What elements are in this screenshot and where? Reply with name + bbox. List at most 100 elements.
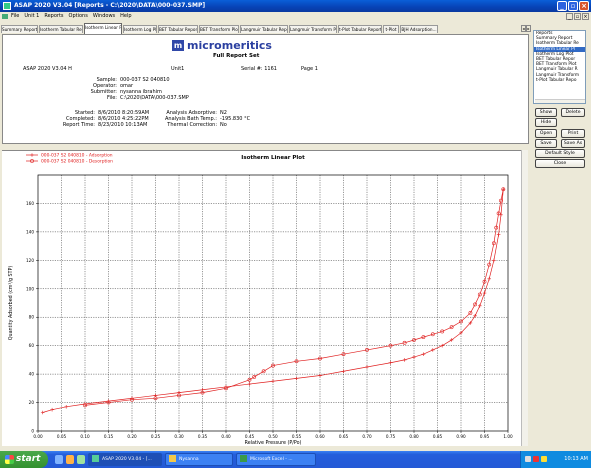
- y-tick-label: 20: [29, 400, 35, 405]
- report-list-item[interactable]: Isotherm Linear Pl: [534, 46, 585, 52]
- menu-item[interactable]: Unit 1: [24, 13, 40, 19]
- task-label-asap: ASAP 2020 V3.04 - [...: [102, 457, 152, 462]
- adsorption-point: [468, 321, 473, 325]
- menu-item[interactable]: Options: [68, 13, 88, 19]
- tab-scroll-left-icon[interactable]: ◂: [521, 25, 526, 32]
- start-button[interactable]: start: [0, 451, 48, 468]
- adsorption-point: [421, 352, 426, 356]
- desktop-icon[interactable]: [55, 455, 63, 464]
- tab[interactable]: Langmuir Tabular Report: [240, 25, 288, 33]
- app-icon[interactable]: [3, 2, 11, 10]
- open-button[interactable]: Open: [535, 129, 557, 138]
- serial-number: Serial #: 1161: [241, 66, 277, 72]
- network-icon[interactable]: [525, 456, 531, 462]
- title-bar[interactable]: ASAP 2020 V3.04 [Reports - C:\2020\DATA\…: [0, 0, 591, 12]
- tab[interactable]: Summary Report: [1, 25, 38, 33]
- delete-button[interactable]: Delete: [561, 108, 585, 117]
- taskbar: start ASAP 2020 V3.04 - [... Nysanna Mic…: [0, 451, 591, 468]
- task-asap[interactable]: ASAP 2020 V3.04 - [...: [88, 453, 162, 466]
- report-list-item[interactable]: Langmuir Tabular R: [536, 67, 578, 73]
- desorption-point: [477, 292, 482, 297]
- report-list-item[interactable]: Summary Report: [536, 36, 573, 42]
- adsorption-point: [294, 376, 299, 381]
- operator-label: Operator:: [93, 83, 117, 89]
- desorption-point: [496, 211, 501, 216]
- y-tick-label: 120: [26, 258, 34, 263]
- y-tick-label: 80: [29, 315, 35, 320]
- save-as-button[interactable]: Save As: [561, 139, 585, 148]
- adsorption-point: [388, 360, 393, 365]
- browser-icon[interactable]: [66, 455, 74, 464]
- child-minimize-button[interactable]: _: [566, 13, 573, 20]
- child-close-button[interactable]: ×: [582, 13, 589, 20]
- default-style-button[interactable]: Default Style: [535, 149, 585, 158]
- desorption-point: [473, 302, 478, 307]
- report-list-item[interactable]: BET Transform Plot: [536, 62, 577, 68]
- adsorption-point: [459, 331, 463, 335]
- show-button[interactable]: Show: [535, 108, 557, 117]
- x-tick-label: 0.50: [268, 434, 278, 439]
- close-window-button[interactable]: ×: [579, 1, 589, 11]
- sample-value: 000-037 S2 040810: [120, 77, 170, 83]
- hide-button[interactable]: Hide: [535, 118, 557, 127]
- report-list-scrollbar[interactable]: [535, 99, 585, 103]
- desorption-point: [487, 262, 492, 267]
- x-tick-label: 0.35: [198, 434, 208, 439]
- tab[interactable]: Isotherm Tabular Report: [39, 25, 83, 33]
- menu-item[interactable]: Windows: [92, 13, 116, 19]
- tab[interactable]: t-Plot Tabular Report: [338, 25, 382, 33]
- y-tick-label: 140: [26, 229, 34, 234]
- report-list-item[interactable]: Langmuir Transform: [536, 72, 580, 78]
- task-folder[interactable]: Nysanna: [165, 453, 233, 466]
- adsorption-point: [64, 405, 68, 409]
- desorption-point: [247, 377, 252, 382]
- desorption-point: [252, 375, 257, 379]
- tab[interactable]: t-Plot: [383, 25, 399, 33]
- started-value: 8/6/2010 8:20:59AM: [98, 110, 150, 116]
- adsorption-point: [478, 304, 482, 308]
- menu-item[interactable]: Reports: [44, 13, 64, 19]
- child-restore-button[interactable]: ▫: [574, 13, 581, 20]
- tab-scroll-right-icon[interactable]: ▸: [526, 25, 531, 32]
- close-report-button[interactable]: Close: [535, 159, 585, 168]
- isotherm-linear-chart: Isotherm Linear Plot 0.00 0.05 0.10 0.15 0.20…: [8, 153, 513, 447]
- vertical-scrollbar[interactable]: [521, 150, 528, 446]
- menu-bar: File Unit 1 Reports Options Windows Help _ ▫ …: [0, 12, 591, 21]
- tab[interactable]: BET Transform Plot: [199, 25, 239, 33]
- folder-icon: [169, 455, 176, 462]
- print-button[interactable]: Print: [561, 129, 585, 138]
- tab[interactable]: Langmuir Transform Plot: [289, 25, 337, 33]
- report-list-item[interactable]: Isotherm Log Plot: [536, 51, 574, 57]
- tab[interactable]: BJH Adsorption...: [400, 25, 438, 33]
- child-window-controls: _ ▫ ×: [566, 13, 589, 20]
- adsorption-point: [40, 410, 45, 415]
- save-button[interactable]: Save: [535, 139, 557, 148]
- document-icon[interactable]: [2, 14, 8, 19]
- x-tick-label: 0.10: [80, 434, 90, 439]
- report-list[interactable]: Reports Summary Report Isotherm Tabular Re…: [533, 30, 586, 104]
- security-icon[interactable]: [533, 456, 539, 462]
- tab[interactable]: Isotherm Log Plot: [123, 25, 157, 33]
- minimize-button[interactable]: _: [557, 1, 567, 11]
- report-list-item[interactable]: t-Plot Tabular Repo: [536, 77, 577, 83]
- submitter-label: Submitter:: [90, 89, 117, 95]
- report-list-item[interactable]: BET Tabular Repor: [536, 57, 576, 63]
- sample-label: Sample:: [96, 77, 117, 83]
- menu-item[interactable]: File: [11, 13, 20, 19]
- tab[interactable]: Isotherm Linear Plot: [84, 23, 122, 34]
- desorption-point: [402, 340, 407, 345]
- tab[interactable]: BET Tabular Report: [158, 25, 198, 33]
- maximize-button[interactable]: ▫: [568, 1, 578, 11]
- task-excel[interactable]: Microsoft Excel - ...: [236, 453, 316, 466]
- report-list-item[interactable]: Reports: [536, 31, 553, 36]
- volume-icon[interactable]: [541, 456, 547, 462]
- report-list-item[interactable]: Isotherm Tabular Re: [536, 41, 579, 47]
- desorption-point: [261, 369, 266, 374]
- legend-marker: [30, 153, 34, 157]
- y-axis-label: Quantity Adsorbed (cm³/g STP): [8, 266, 14, 341]
- adsorption-point: [431, 348, 435, 352]
- desorption-point: [430, 332, 435, 337]
- submitter-value: nysanna ibrahim: [120, 89, 162, 95]
- media-icon[interactable]: [77, 455, 85, 464]
- menu-item[interactable]: Help: [120, 13, 132, 19]
